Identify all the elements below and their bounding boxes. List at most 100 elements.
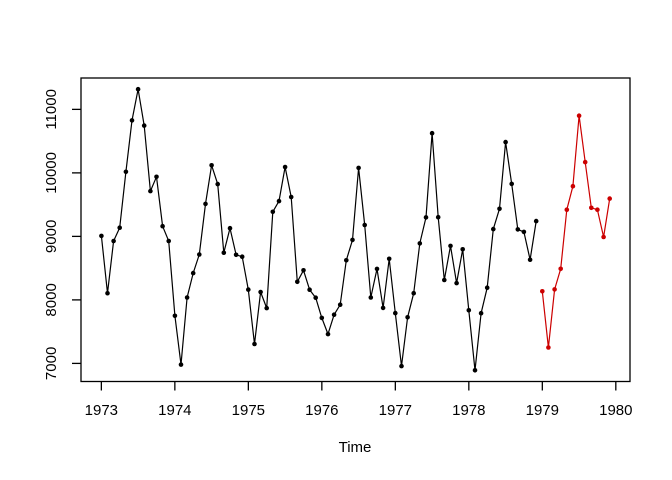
series-point-observed: [503, 139, 508, 145]
series-point-observed: [331, 312, 337, 318]
series-line-forecast: [541, 115, 611, 349]
y-tick-label: 10000: [43, 152, 60, 194]
series-point-observed: [129, 118, 135, 123]
series-point-observed: [356, 165, 361, 171]
series-point-observed: [184, 295, 190, 300]
y-tick-label: 9000: [43, 220, 60, 253]
series-point-forecast: [564, 207, 570, 212]
series-point-forecast: [552, 287, 557, 292]
series-point-observed: [172, 313, 178, 319]
series-point-observed: [154, 174, 159, 180]
series-point-observed: [123, 169, 129, 175]
series-point-observed: [197, 252, 202, 257]
series-point-forecast: [595, 207, 600, 212]
series-point-observed: [160, 223, 165, 229]
series-point-observed: [246, 287, 251, 292]
series-point-observed: [472, 368, 478, 373]
x-tick-label: 1974: [158, 402, 191, 419]
series-point-observed: [374, 266, 380, 272]
series-point-observed: [111, 238, 116, 244]
series-point-observed: [313, 295, 319, 301]
series-point-observed: [148, 188, 153, 194]
x-axis-title: Time: [339, 439, 372, 456]
series-point-observed: [178, 362, 184, 367]
x-tick-label: 1978: [452, 402, 485, 419]
series-point-observed: [215, 181, 220, 187]
series-point-observed: [227, 225, 233, 231]
series-point-observed: [399, 363, 404, 369]
series-point-observed: [442, 277, 447, 283]
series-point-observed: [527, 257, 533, 263]
series-point-observed: [295, 279, 300, 285]
series-point-observed: [141, 123, 147, 128]
series-point-observed: [270, 209, 276, 215]
series-point-forecast: [558, 266, 563, 272]
series-point-observed: [466, 308, 472, 313]
x-tick-label: 1979: [526, 402, 559, 419]
series-point-forecast: [607, 196, 612, 201]
series-point-observed: [209, 163, 214, 168]
y-tick-label: 7000: [43, 347, 60, 380]
series-point-observed: [448, 243, 453, 249]
series-point-observed: [380, 305, 386, 311]
series-point-observed: [478, 310, 484, 316]
series-point-observed: [135, 86, 141, 92]
series-point-observed: [264, 305, 270, 311]
x-tick-label: 1977: [379, 402, 412, 419]
series-point-observed: [491, 226, 496, 232]
series-point-observed: [435, 214, 441, 220]
series-point-observed: [221, 250, 227, 255]
series-point-observed: [282, 164, 288, 170]
series-point-observed: [105, 290, 110, 296]
series-point-observed: [393, 310, 398, 316]
series-point-observed: [288, 194, 294, 200]
series-line-observed: [100, 88, 537, 371]
series-point-observed: [190, 270, 196, 276]
x-tick-label: 1976: [305, 402, 338, 419]
x-tick-label: 1975: [232, 402, 265, 419]
series-point-observed: [203, 201, 208, 207]
y-tick-label: 11000: [43, 89, 60, 130]
series-point-observed: [117, 225, 122, 230]
series-point-observed: [429, 130, 435, 136]
series-point-observed: [484, 285, 490, 291]
series-point-forecast: [570, 183, 576, 189]
series-point-observed: [301, 268, 306, 273]
series-point-observed: [411, 290, 417, 296]
series-point-observed: [258, 289, 263, 295]
series-point-observed: [368, 295, 374, 300]
series-point-observed: [386, 256, 392, 262]
series-point-observed: [423, 215, 429, 220]
series-point-observed: [99, 233, 104, 239]
series-point-forecast: [540, 289, 545, 294]
series-point-observed: [325, 331, 331, 337]
series-point-observed: [233, 252, 239, 258]
series-point-forecast: [582, 159, 588, 165]
y-tick-label: 8000: [43, 283, 60, 316]
series-point-observed: [405, 315, 410, 320]
series-point-observed: [454, 280, 459, 286]
series-point-observed: [460, 247, 466, 252]
series-point-forecast: [589, 205, 594, 211]
plot-generated-content: 1973 1974 1975 1976 1977 1978 1979 1980 7000 8000…: [43, 77, 633, 419]
series-point-observed: [515, 227, 521, 232]
series-point-observed: [509, 181, 514, 187]
series-point-observed: [344, 258, 349, 263]
x-tick-label: 1980: [599, 402, 632, 419]
plot-frame: [80, 77, 631, 383]
series-point-observed: [307, 287, 312, 293]
series-point-observed: [533, 218, 539, 224]
series-point-observed: [276, 198, 282, 204]
x-tick-label: 1973: [85, 402, 118, 419]
series-point-observed: [337, 302, 343, 308]
series-point-observed: [350, 237, 355, 243]
series-point-observed: [252, 341, 257, 347]
series-point-observed: [521, 229, 527, 235]
series-point-observed: [417, 241, 423, 246]
series-point-observed: [362, 222, 368, 228]
series-point-forecast: [546, 345, 551, 350]
series-point-observed: [319, 315, 325, 321]
series-point-observed: [166, 238, 171, 244]
